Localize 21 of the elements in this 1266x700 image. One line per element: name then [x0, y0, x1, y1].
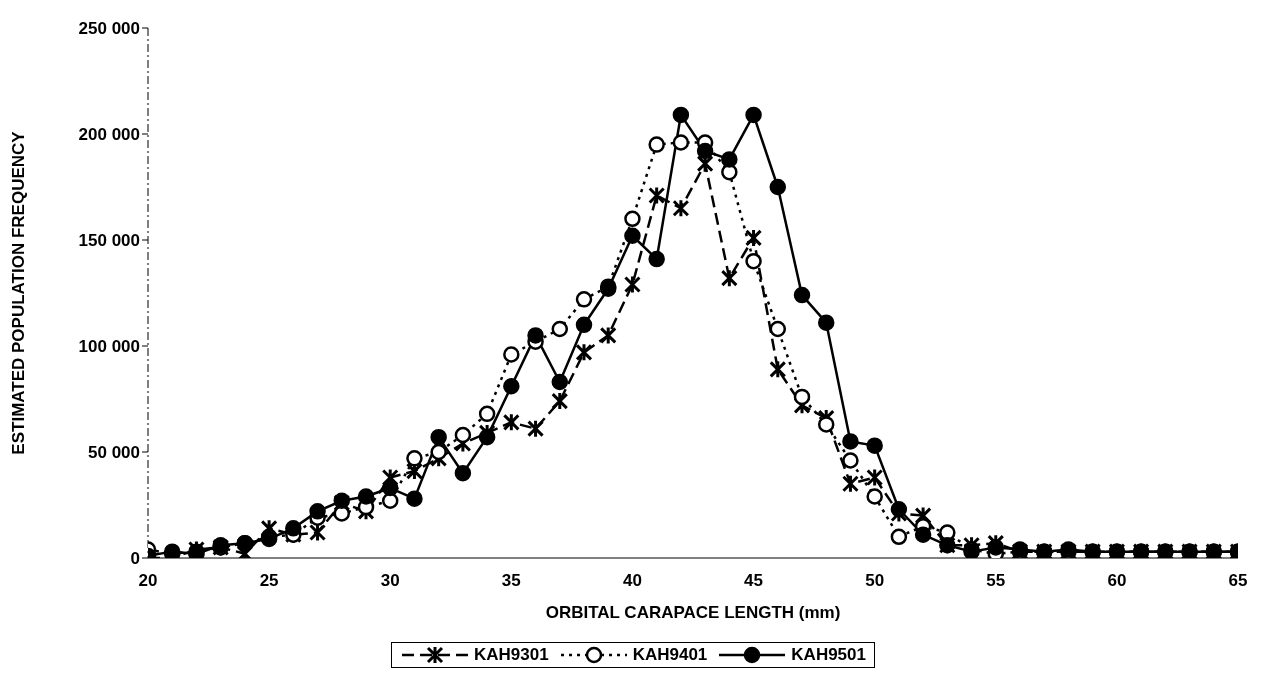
legend-label: KAH9401 — [632, 645, 708, 665]
x-tick-label: 65 — [1228, 571, 1248, 591]
y-tick-label: 0 — [130, 549, 140, 569]
x-tick-label: 40 — [622, 571, 642, 591]
x-axis-title: ORBITAL CARAPACE LENGTH (mm) — [545, 603, 841, 622]
x-tick-label: 55 — [986, 571, 1006, 591]
legend-label: KAH9301 — [474, 645, 549, 665]
x-tick-label: 30 — [380, 571, 400, 591]
legend-label: KAH9501 — [791, 645, 866, 665]
y-tick-label: 250 000 — [78, 19, 140, 39]
y-tick-label: 150 000 — [78, 231, 140, 251]
y-axis-title: ESTIMATED POPULATION FREQUENCY — [9, 130, 29, 455]
y-tick-label: 100 000 — [78, 337, 140, 357]
y-tick-label: 200 000 — [78, 125, 140, 145]
x-tick-label: 45 — [744, 571, 764, 591]
x-tick-label: 50 — [865, 571, 885, 591]
x-tick-label: 35 — [501, 571, 521, 591]
x-tick-label: 60 — [1107, 571, 1127, 591]
x-tick-label: 25 — [259, 571, 279, 591]
x-tick-label: 20 — [138, 571, 158, 591]
y-tick-label: 50 000 — [88, 443, 140, 463]
